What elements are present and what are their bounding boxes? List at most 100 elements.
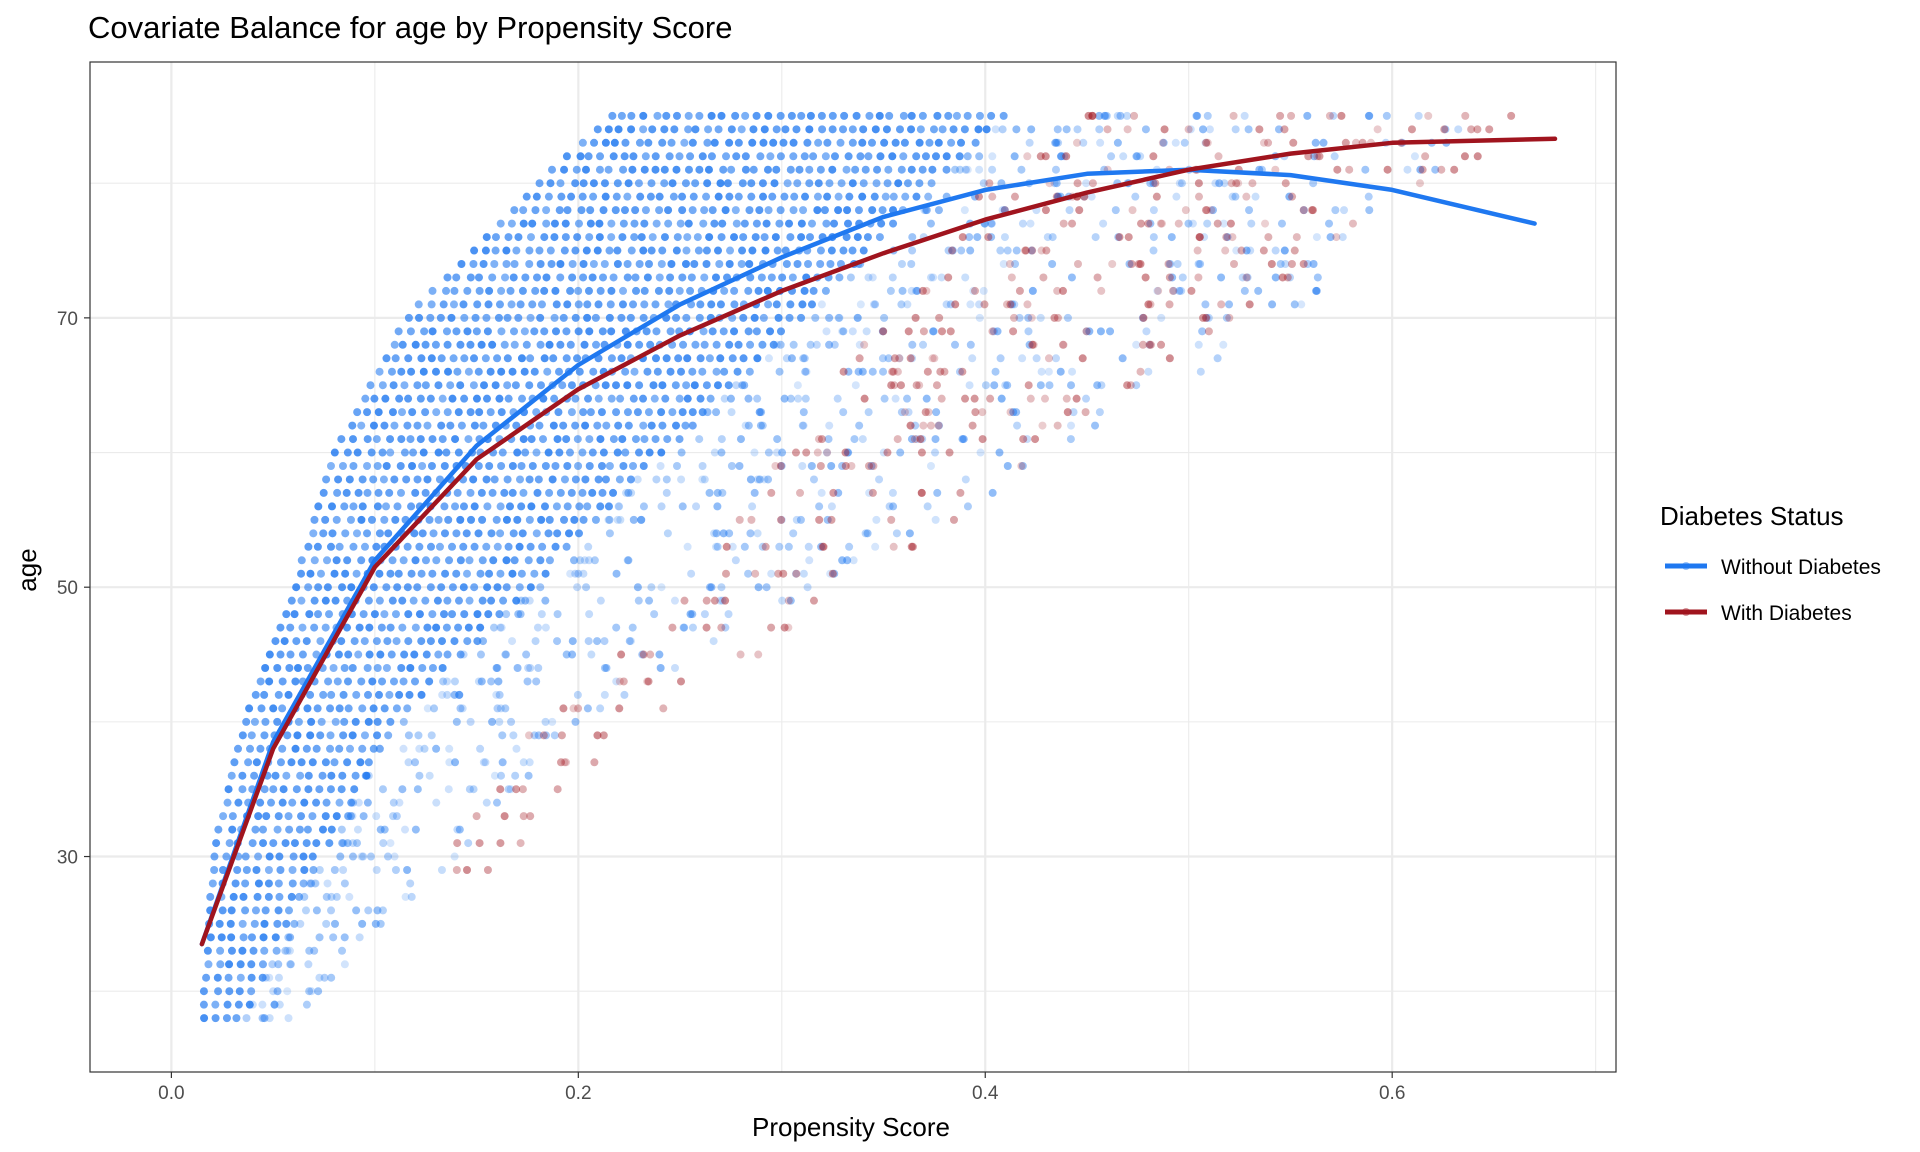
data-point-without-diabetes (352, 569, 361, 578)
data-point-without-diabetes (246, 744, 255, 753)
data-point-without-diabetes (782, 354, 791, 363)
data-point-without-diabetes (1017, 165, 1026, 174)
data-point-without-diabetes (250, 771, 259, 780)
data-point-without-diabetes (666, 367, 675, 376)
data-point-without-diabetes (369, 475, 378, 484)
data-point-without-diabetes (418, 462, 427, 470)
data-point-without-diabetes (474, 462, 483, 470)
data-point-with-diabetes (984, 233, 993, 242)
data-point-without-diabetes (488, 340, 497, 349)
data-point-without-diabetes (358, 919, 367, 928)
data-point-without-diabetes (568, 637, 577, 646)
data-point-without-diabetes (1326, 233, 1335, 242)
data-point-without-diabetes (884, 354, 893, 363)
data-point-with-diabetes (1507, 111, 1516, 120)
data-point-without-diabetes (726, 246, 735, 255)
data-point-without-diabetes (386, 839, 395, 848)
data-point-without-diabetes (696, 300, 705, 309)
data-point-without-diabetes (297, 569, 306, 578)
data-point-without-diabetes (597, 462, 606, 470)
data-point-without-diabetes (469, 260, 478, 268)
data-point-without-diabetes (707, 300, 716, 309)
data-point-without-diabetes (911, 421, 920, 430)
data-point-with-diabetes (1075, 206, 1084, 215)
data-point-without-diabetes (593, 637, 602, 646)
data-point-with-diabetes (1174, 219, 1183, 228)
data-point-with-diabetes (1103, 125, 1112, 134)
data-point-without-diabetes (369, 583, 378, 592)
data-point-without-diabetes (373, 462, 382, 470)
data-point-without-diabetes (254, 812, 263, 821)
data-point-without-diabetes (469, 381, 478, 390)
data-point-without-diabetes (944, 246, 953, 255)
data-point-without-diabetes (844, 219, 853, 228)
data-point-without-diabetes (817, 300, 826, 309)
data-point-with-diabetes (1029, 340, 1038, 349)
data-point-with-diabetes (1015, 286, 1024, 295)
data-point-without-diabetes (648, 125, 657, 134)
data-point-with-diabetes (934, 421, 943, 430)
data-point-without-diabetes (373, 717, 382, 726)
data-point-without-diabetes (507, 219, 516, 228)
data-point-without-diabetes (710, 529, 719, 538)
data-point-with-diabetes (1264, 233, 1273, 242)
data-point-without-diabetes (242, 1014, 251, 1023)
data-point-without-diabetes (713, 502, 722, 511)
data-point-without-diabetes (696, 354, 705, 363)
data-point-with-diabetes (539, 731, 548, 740)
data-point-without-diabetes (541, 731, 550, 740)
data-point-without-diabetes (639, 462, 648, 470)
data-point-without-diabetes (560, 515, 569, 524)
data-point-without-diabetes (401, 892, 410, 901)
data-point-without-diabetes (783, 179, 792, 188)
data-point-without-diabetes (623, 192, 632, 201)
data-point-with-diabetes (1225, 313, 1234, 322)
data-point-without-diabetes (411, 623, 420, 632)
data-point-without-diabetes (469, 475, 478, 484)
data-point-without-diabetes (662, 111, 671, 120)
data-point-without-diabetes (315, 973, 324, 982)
data-point-without-diabetes (210, 852, 219, 861)
data-point-without-diabetes (835, 313, 844, 322)
data-point-without-diabetes (579, 179, 588, 188)
data-point-without-diabetes (662, 354, 671, 363)
data-point-without-diabetes (1166, 260, 1175, 268)
data-point-without-diabetes (562, 435, 571, 444)
data-point-without-diabetes (211, 1014, 220, 1023)
data-point-without-diabetes (703, 179, 712, 188)
data-point-without-diabetes (585, 462, 594, 470)
data-point-with-diabetes (680, 596, 689, 605)
data-point-without-diabetes (1240, 111, 1249, 120)
data-point-with-diabetes (1207, 206, 1216, 215)
data-point-without-diabetes (546, 179, 555, 188)
data-point-without-diabetes (588, 273, 597, 282)
data-point-without-diabetes (421, 381, 430, 390)
data-point-without-diabetes (764, 448, 773, 457)
data-point-without-diabetes (861, 165, 870, 174)
data-point-without-diabetes (714, 246, 723, 255)
data-point-without-diabetes (966, 246, 975, 255)
data-point-without-diabetes (473, 637, 482, 646)
data-point-without-diabetes (411, 677, 420, 686)
data-point-without-diabetes (297, 758, 306, 767)
data-point-without-diabetes (413, 421, 422, 430)
data-point-without-diabetes (1219, 219, 1228, 228)
data-point-without-diabetes (444, 785, 453, 794)
data-point-without-diabetes (597, 408, 606, 417)
data-point-with-diabetes (1267, 260, 1276, 268)
data-point-without-diabetes (572, 165, 581, 174)
data-point-without-diabetes (664, 300, 673, 309)
data-point-without-diabetes (343, 623, 352, 632)
data-point-without-diabetes (1065, 206, 1074, 215)
data-point-without-diabetes (889, 192, 898, 201)
data-point-without-diabetes (805, 125, 814, 134)
data-point-without-diabetes (756, 152, 765, 161)
data-point-with-diabetes (452, 866, 461, 874)
data-point-without-diabetes (621, 138, 630, 147)
data-point-without-diabetes (712, 367, 721, 376)
data-point-with-diabetes (936, 367, 945, 376)
data-point-without-diabetes (303, 704, 312, 713)
data-point-without-diabetes (919, 340, 928, 349)
data-point-without-diabetes (545, 488, 554, 497)
data-point-without-diabetes (321, 758, 330, 767)
